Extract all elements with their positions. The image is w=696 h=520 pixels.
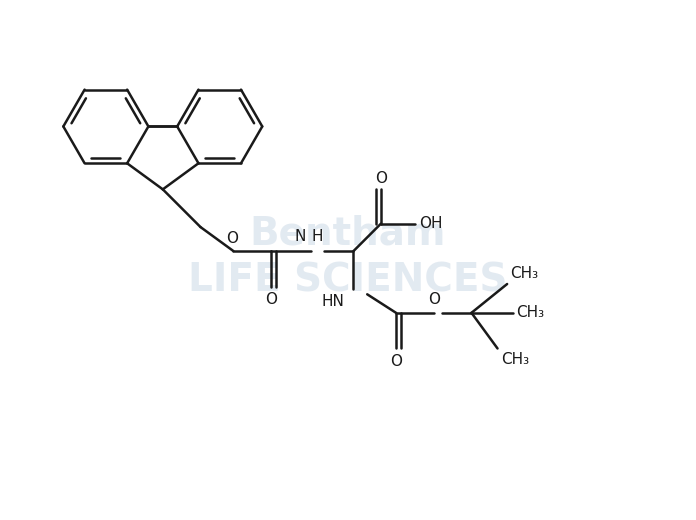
Text: O: O [265, 292, 277, 307]
Text: N: N [294, 229, 306, 244]
Text: CH₃: CH₃ [501, 352, 529, 367]
Text: O: O [428, 292, 440, 307]
Text: CH₃: CH₃ [516, 305, 544, 320]
Text: O: O [390, 354, 402, 369]
Text: CH₃: CH₃ [511, 266, 539, 281]
Text: HN: HN [321, 294, 344, 309]
Text: O: O [375, 171, 387, 186]
Text: Bentham
LIFE SCIENCES: Bentham LIFE SCIENCES [188, 214, 508, 299]
Text: O: O [226, 230, 238, 245]
Text: OH: OH [419, 216, 442, 231]
Text: H: H [312, 229, 323, 244]
